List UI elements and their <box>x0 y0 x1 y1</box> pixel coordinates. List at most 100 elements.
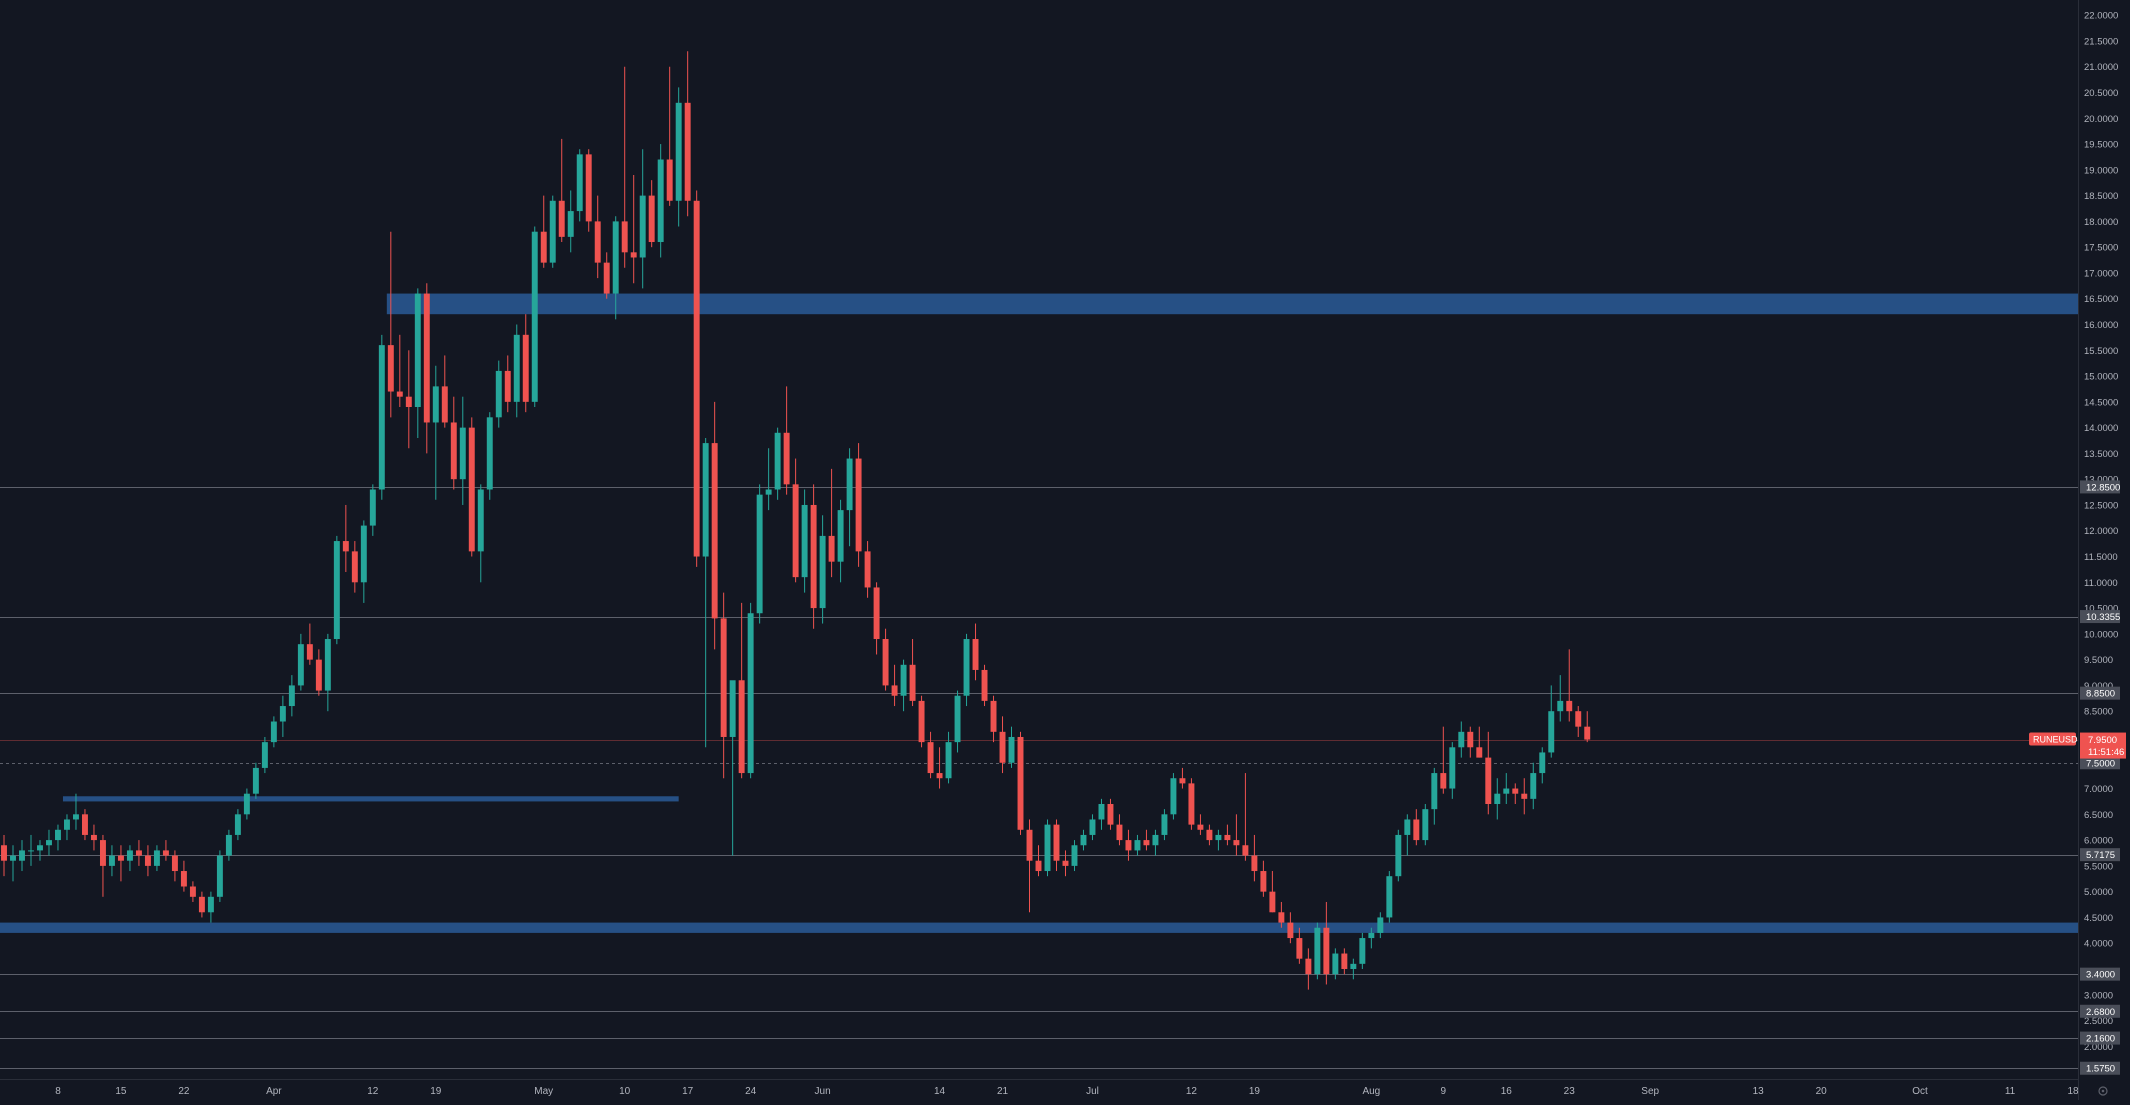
level-label: 5.7175 <box>2086 850 2115 861</box>
candle <box>594 195 601 279</box>
candle-body <box>594 221 601 263</box>
candle-body <box>414 293 421 408</box>
candle-body <box>189 886 196 897</box>
candle <box>1404 814 1411 856</box>
candle <box>990 695 997 743</box>
candle <box>1440 726 1447 794</box>
candle <box>774 427 781 500</box>
candle <box>1386 871 1393 923</box>
candle-body <box>810 504 817 609</box>
price-tick-label: 13.0000 <box>2084 475 2118 486</box>
candle <box>549 195 556 268</box>
candle <box>585 149 592 232</box>
price-tick-label: 2.5000 <box>2084 1016 2113 1027</box>
candle-body <box>1350 963 1357 969</box>
level-label: 2.1600 <box>2086 1034 2115 1045</box>
price-tick-label: 9.0000 <box>2084 681 2113 692</box>
candle-body <box>1089 819 1096 835</box>
candle <box>19 840 25 872</box>
settings-gear-icon[interactable] <box>2098 1086 2108 1096</box>
candle <box>837 499 844 583</box>
candle <box>1170 773 1177 820</box>
candle <box>117 845 124 882</box>
candle <box>1350 958 1357 980</box>
candle-body <box>324 639 331 691</box>
candle-body <box>720 618 727 737</box>
candle-body <box>702 443 709 557</box>
candle-body <box>1557 700 1564 712</box>
candle <box>495 360 502 428</box>
candle <box>855 443 862 567</box>
time-tick-label: 22 <box>178 1086 190 1097</box>
time-tick-label: 9 <box>1441 1086 1447 1097</box>
candle <box>414 288 421 438</box>
candle-body <box>603 262 610 294</box>
candle-body <box>684 102 691 201</box>
candle <box>1116 814 1123 846</box>
time-tick-label: 10 <box>619 1086 631 1097</box>
candle <box>1296 927 1303 964</box>
last-price-label: 7.9500 <box>2088 735 2117 746</box>
time-tick-label: Oct <box>1912 1086 1928 1097</box>
candle-body <box>792 484 799 578</box>
candle-body <box>1305 958 1312 975</box>
candle <box>1179 767 1186 789</box>
candle-body <box>1242 845 1249 856</box>
candle <box>288 675 295 717</box>
candle <box>648 180 655 248</box>
candle-body <box>1485 757 1492 805</box>
candle <box>603 252 610 299</box>
candle <box>1449 742 1456 799</box>
candle <box>261 736 268 774</box>
candle <box>1053 819 1060 872</box>
candle <box>135 840 142 866</box>
level-label: 1.5750 <box>2086 1064 2115 1075</box>
price-tick-label: 5.0000 <box>2084 887 2113 898</box>
candle <box>810 484 817 629</box>
symbol-label: RUNEUSD <box>2033 735 2078 745</box>
candle <box>1557 675 1564 722</box>
price-axis[interactable]: 22.0000 21.5000 21.0000 20.5000 20.0000 19.50… <box>2084 11 2118 1053</box>
price-tick-label: 5.5000 <box>2084 861 2113 872</box>
candle <box>1467 726 1474 758</box>
candle <box>1125 829 1132 861</box>
candle-body <box>1017 736 1024 830</box>
candle-body <box>1053 824 1060 861</box>
candle <box>900 659 907 712</box>
candle <box>126 845 133 872</box>
symbol-price-tag: RUNEUSD 7.9500 11:51:46 <box>2029 732 2126 759</box>
candle-body <box>72 814 79 820</box>
candle-body <box>28 850 34 852</box>
symbol-tag <box>2029 732 2076 746</box>
candle <box>1197 814 1204 835</box>
time-tick-label: 8 <box>55 1086 61 1097</box>
candle <box>1035 845 1042 877</box>
time-axis[interactable]: 8 15 22 Apr 12 19 May 10 17 24 Jun 14 21 Jul 12 19 Aug 9 1… <box>55 1086 2079 1097</box>
candle <box>477 484 484 583</box>
candle-body <box>729 680 736 737</box>
candle <box>675 87 682 227</box>
candle <box>1188 778 1195 830</box>
zone-rectangle <box>62 796 679 802</box>
candle-body <box>1008 736 1015 763</box>
candle-body <box>1116 824 1123 841</box>
candle <box>927 731 934 779</box>
candle <box>64 814 70 841</box>
candle <box>99 834 106 897</box>
candle <box>1530 762 1537 810</box>
candle <box>1584 711 1591 743</box>
candle <box>1521 778 1528 815</box>
time-tick-label: May <box>534 1086 553 1097</box>
candle <box>1377 912 1384 939</box>
candle <box>1431 767 1438 825</box>
candle <box>1413 809 1420 846</box>
price-tick-label: 4.5000 <box>2084 913 2113 924</box>
candle-body <box>64 819 70 830</box>
candle-body <box>522 334 529 402</box>
candle-body <box>855 458 862 552</box>
level-label-box <box>2080 848 2120 862</box>
candle <box>55 824 61 851</box>
time-tick-label: Jun <box>815 1086 831 1097</box>
